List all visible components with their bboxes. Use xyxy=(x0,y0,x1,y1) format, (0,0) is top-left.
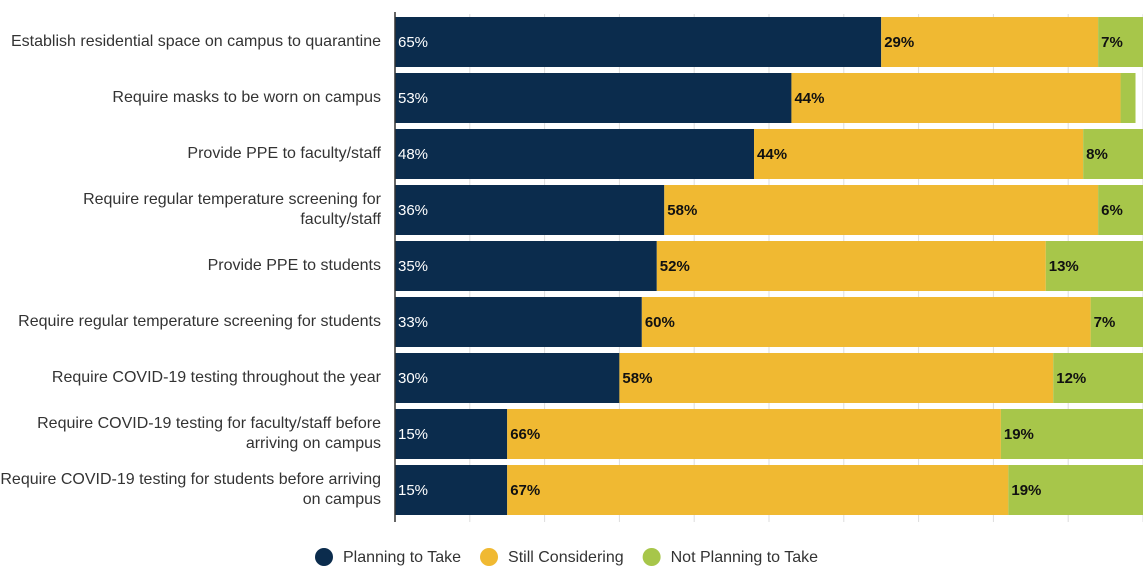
value-label: 58% xyxy=(622,370,652,387)
value-label: 65% xyxy=(398,34,428,51)
legend-label: Still Considering xyxy=(508,549,624,566)
value-label: 13% xyxy=(1049,258,1079,275)
legend-swatch xyxy=(480,548,499,566)
category-label: Provide PPE to faculty/staff xyxy=(187,145,381,162)
value-label: 29% xyxy=(884,34,914,51)
bar-segment xyxy=(395,129,755,179)
bar-segment xyxy=(395,465,508,515)
value-label: 48% xyxy=(398,146,428,163)
value-label: 60% xyxy=(645,314,675,331)
value-label: 19% xyxy=(1011,482,1041,499)
bar-segment xyxy=(395,241,657,291)
bar-segment xyxy=(791,73,1121,123)
bar-segment xyxy=(1008,465,1143,515)
value-label: 6% xyxy=(1101,202,1123,219)
bar-segment xyxy=(1098,185,1143,235)
bar-segment xyxy=(395,17,882,67)
bar-segment xyxy=(395,185,665,235)
value-label: 15% xyxy=(398,426,428,443)
legend-label: Planning to Take xyxy=(343,549,461,566)
value-label: 30% xyxy=(398,370,428,387)
category-label: Require COVID-19 testing for students be… xyxy=(0,471,381,508)
value-label: 15% xyxy=(398,482,428,499)
bar-segment xyxy=(395,409,508,459)
bar-segment xyxy=(664,185,1099,235)
value-label: 44% xyxy=(757,146,787,163)
bar-segment xyxy=(1120,73,1136,123)
value-label: 33% xyxy=(398,314,428,331)
bar-segment xyxy=(881,17,1099,67)
category-label: Require masks to be worn on campus xyxy=(112,89,381,106)
bar-segment xyxy=(641,297,1091,347)
value-label: 67% xyxy=(510,482,540,499)
value-label: 12% xyxy=(1056,370,1086,387)
bar-segment xyxy=(507,465,1009,515)
bar-segment xyxy=(754,129,1084,179)
value-label: 44% xyxy=(794,90,824,107)
bar-segment xyxy=(1053,353,1143,403)
legend-label: Not Planning to Take xyxy=(671,549,818,566)
category-label: Require regular temperature screening fo… xyxy=(83,191,381,228)
category-label: Require COVID-19 testing throughout the … xyxy=(51,369,381,386)
value-label: 53% xyxy=(398,90,428,107)
category-label: Require COVID-19 testing for faculty/sta… xyxy=(37,415,381,452)
category-label: Establish residential space on campus to… xyxy=(11,33,381,50)
bar-segment xyxy=(1090,297,1143,347)
bar-segment xyxy=(395,73,792,123)
bar-segment xyxy=(395,353,620,403)
category-label: Provide PPE to students xyxy=(207,257,381,274)
bar-segment xyxy=(656,241,1046,291)
value-label: 36% xyxy=(398,202,428,219)
value-label: 52% xyxy=(660,258,690,275)
value-label: 7% xyxy=(1101,34,1123,51)
legend-swatch xyxy=(642,548,661,566)
bar-segment xyxy=(1000,409,1143,459)
bar-segment xyxy=(1098,17,1143,67)
bar-segment xyxy=(507,409,1001,459)
bar-segment xyxy=(1083,129,1143,179)
value-label: 8% xyxy=(1086,146,1108,163)
legend-swatch xyxy=(315,548,333,566)
value-label: 7% xyxy=(1094,314,1116,331)
value-label: 58% xyxy=(667,202,697,219)
value-label: 35% xyxy=(398,258,428,275)
bar-segment xyxy=(1045,241,1143,291)
value-label: 66% xyxy=(510,426,540,443)
category-label: Require regular temperature screening fo… xyxy=(18,313,381,330)
bar-segment xyxy=(619,353,1054,403)
bar-segment xyxy=(395,297,642,347)
value-label: 19% xyxy=(1004,426,1034,443)
